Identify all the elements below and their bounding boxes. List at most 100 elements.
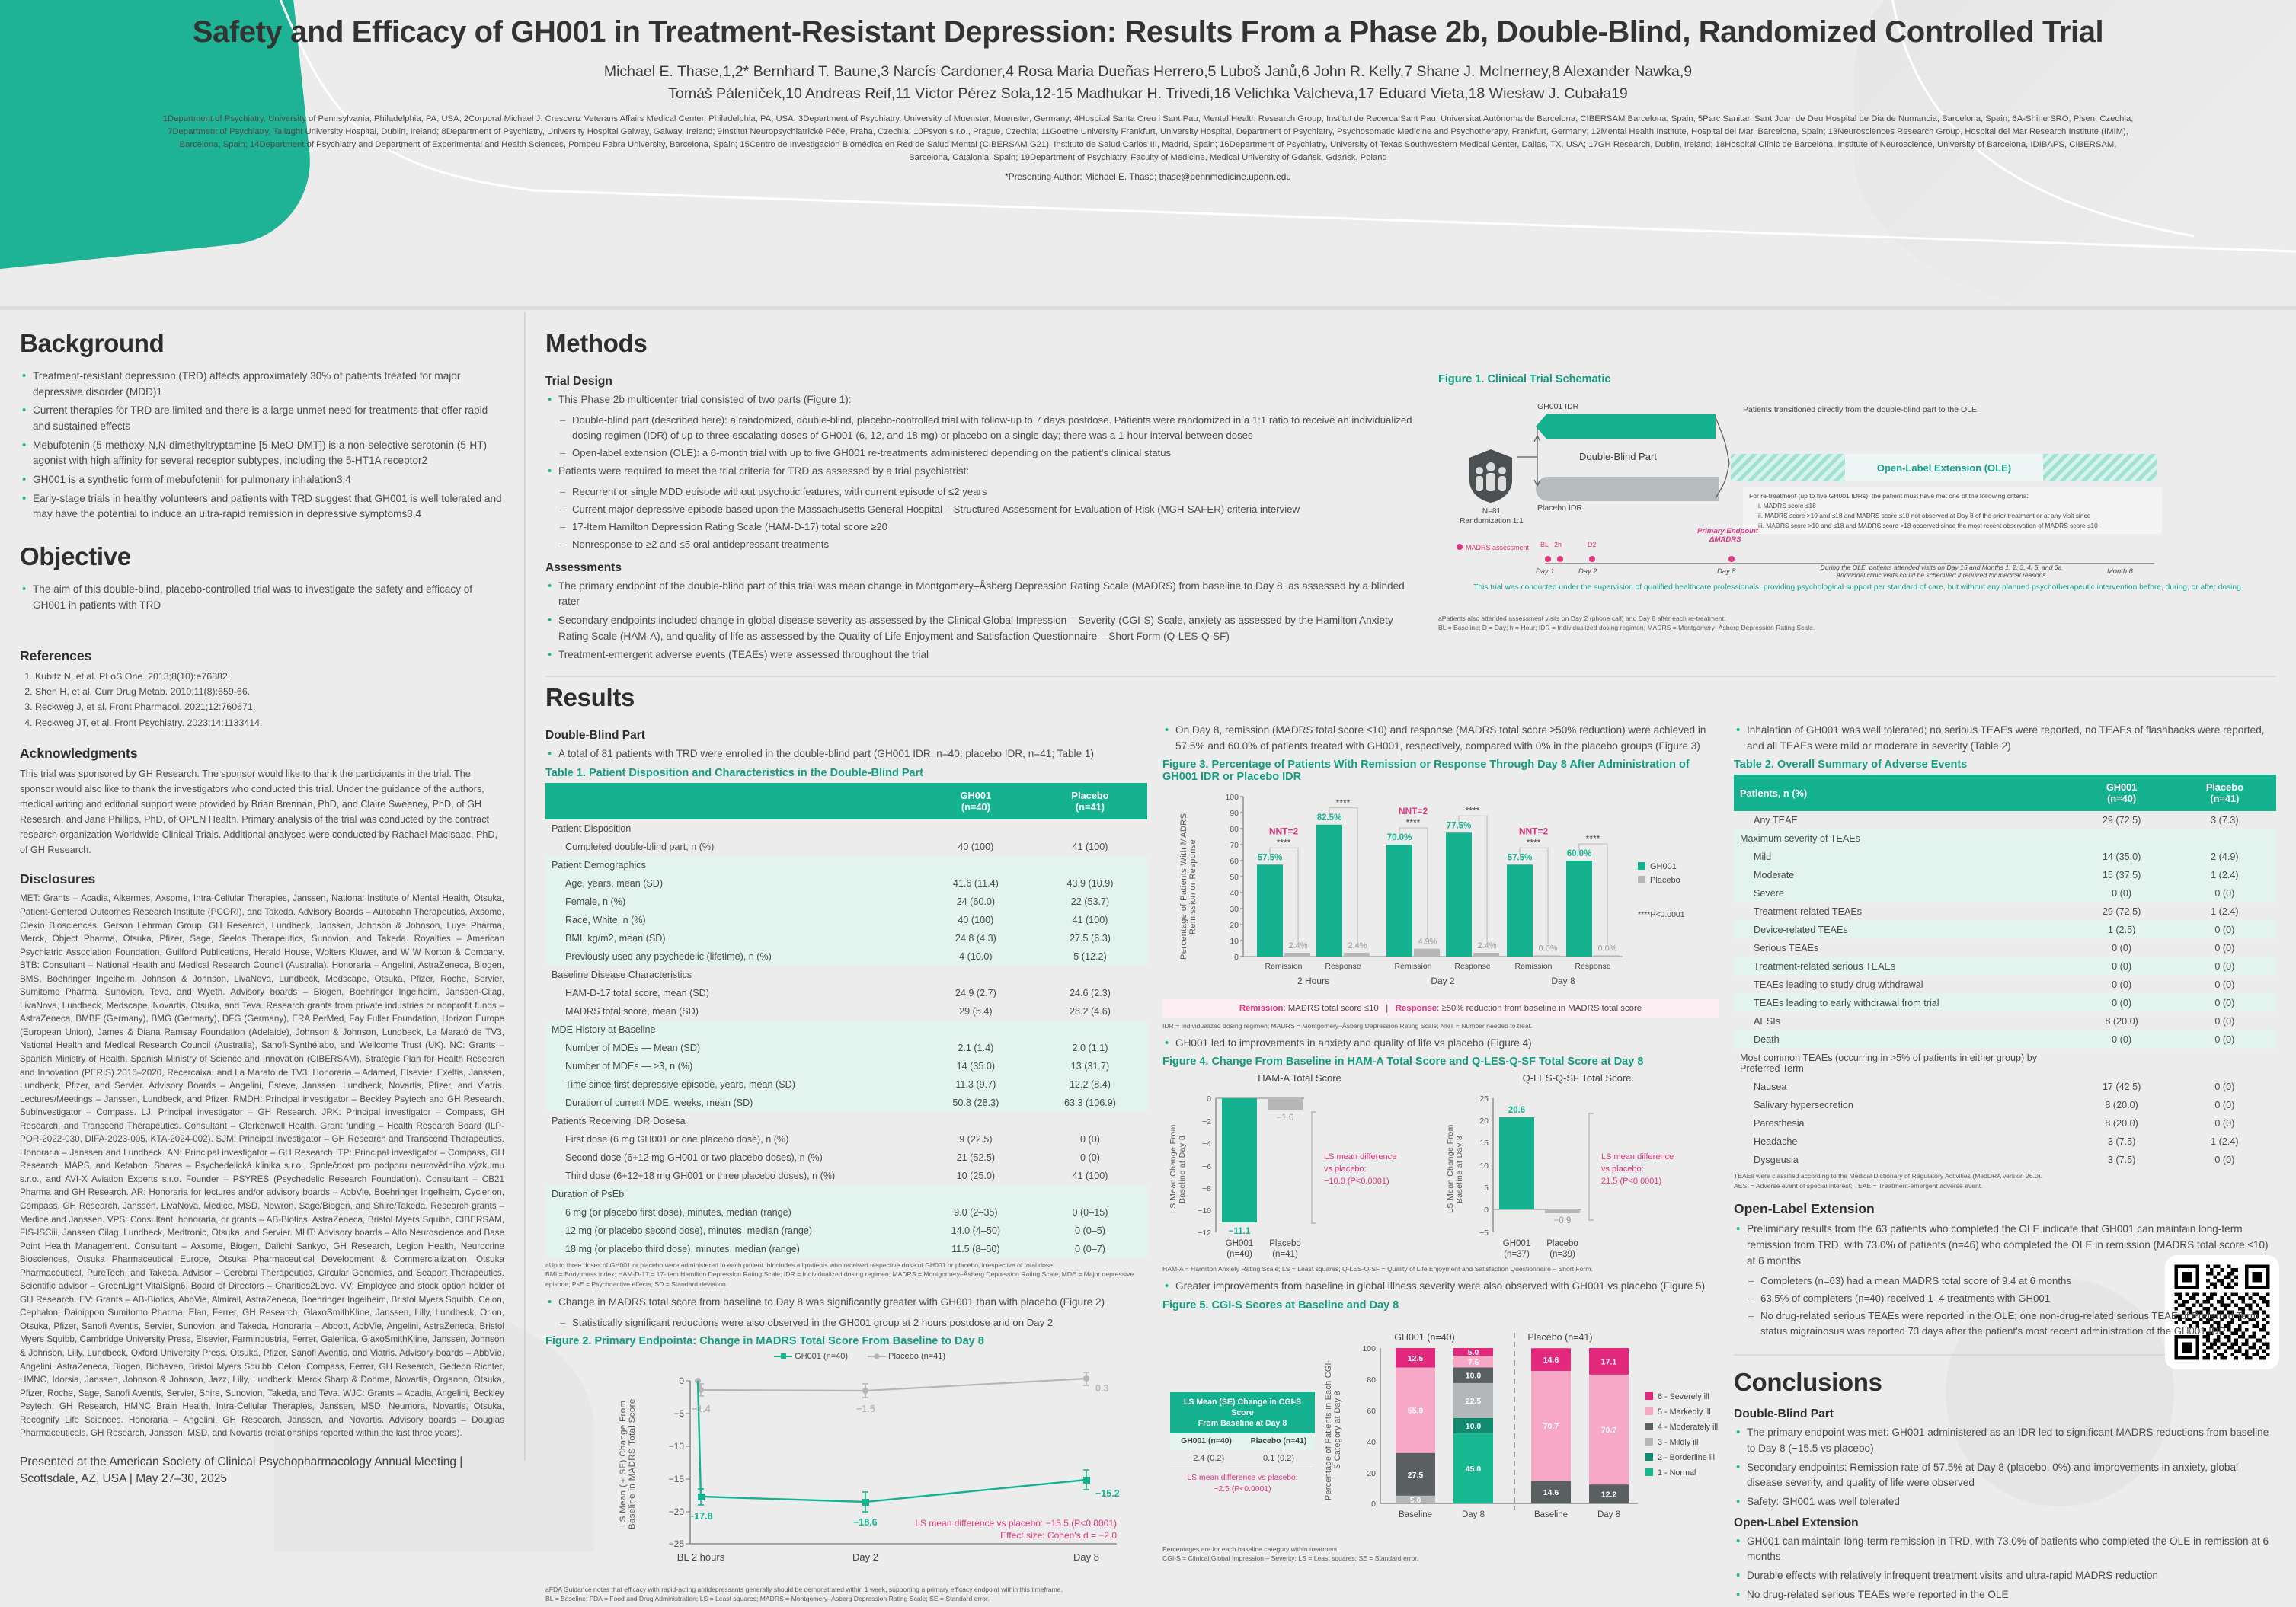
teae-bullet: Inhalation of GH001 was well tolerated; … — [1734, 722, 2276, 754]
ole-sub-bullet: Completers (n=63) had a mean MADRS total… — [1747, 1273, 2276, 1289]
figure-3-bar-placebo — [1344, 953, 1370, 957]
svg-text:GH001 (n=40): GH001 (n=40) — [1394, 1332, 1455, 1343]
table-2-title: Table 2. Overall Summary of Adverse Even… — [1734, 759, 1968, 772]
table-cell-placebo — [1032, 855, 1147, 874]
trial-design-bullet: Patients were required to meet the trial… — [545, 463, 1421, 480]
conclusion-ole-bullet: GH001 can maintain long-term remission i… — [1734, 1533, 2276, 1565]
table-cell-label: Patients Receiving IDR Dosesa — [552, 1115, 686, 1126]
svg-text:0: 0 — [1234, 953, 1239, 962]
figure-1-criterion: i. MADRS score ≤18 — [1758, 502, 1816, 510]
table-cell-label: Headache — [1754, 1136, 1798, 1148]
figure-1-retreat-intro: For re-treatment (up to five GH001 IDRs)… — [1749, 492, 2029, 500]
figure-1-arm-placebo: Placebo IDR — [1537, 503, 1582, 513]
table-cell-gh001: 29 (72.5) — [2102, 815, 2141, 826]
svg-text:14.6: 14.6 — [1543, 1356, 1559, 1365]
figure-2-legend-gh001-label: GH001 (n=40) — [795, 1351, 849, 1361]
table-cell-placebo: 1 (2.4) — [2211, 906, 2239, 918]
table-cell-placebo: 0 (0) — [1080, 1152, 1100, 1163]
affiliations: 1Department of Psychiatry, University of… — [162, 114, 2134, 163]
table-2-col-gh001-n: (n=40) — [2107, 793, 2137, 805]
page-title: Safety and Efficacy of GH001 in Treatmen… — [192, 15, 2104, 49]
figure-4-title: Figure 4. Change From Baseline in HAM-A … — [1162, 1056, 1644, 1069]
figure-5-legend-label: 5 - Markedly ill — [1658, 1407, 1711, 1417]
svg-text:2.4%: 2.4% — [1288, 941, 1307, 950]
table-cell-placebo: 0 (0) — [1080, 1133, 1100, 1145]
table-cell-label: Completed double-blind part, n (%) — [565, 841, 715, 852]
figure-5-side-table: LS Mean (SE) Change in CGI-S Score From … — [1170, 1391, 1315, 1496]
figure-3-bar-gh001 — [1316, 825, 1342, 957]
svg-text:20: 20 — [1367, 1469, 1376, 1478]
figure-1-footnote-a: aPatients also attended assessment visit… — [1438, 615, 1726, 622]
enrollment-bullet: A total of 81 patients with TRD were enr… — [545, 746, 1147, 762]
figure-2-plot: 0 −5 −10 −15 −20 −25 — [669, 1371, 1120, 1563]
figure-5-side-title-1: LS Mean (SE) Change in CGI-S Score — [1183, 1397, 1302, 1417]
svg-text:−8: −8 — [1202, 1184, 1211, 1193]
svg-text:−15.2: −15.2 — [1095, 1488, 1120, 1499]
svg-text:−5: −5 — [673, 1408, 684, 1419]
table-cell-label: TEAEs leading to early withdrawal from t… — [1734, 994, 2071, 1013]
svg-text:Response: Response — [1325, 962, 1361, 971]
figure-5-plot: 100 80 60 40 20 0 5.0 27.5 55.0 12.5 45.0 10.0 22.… — [1362, 1332, 1718, 1519]
conclusion-db-bullet: The primary endpoint was met: GH001 admi… — [1734, 1424, 2276, 1456]
table-cell-label: Race, White, n (%) — [545, 910, 919, 929]
svg-text:NNT=2: NNT=2 — [1269, 826, 1299, 837]
table-cell-placebo — [2173, 829, 2276, 848]
figure-1-madrs-assessment-label: MADRS assessment — [1466, 544, 1530, 551]
figure-3-bar-placebo — [1534, 955, 1560, 957]
legend-line-placebo-icon — [868, 1353, 887, 1359]
svg-text:−17.8: −17.8 — [689, 1511, 713, 1522]
figure-5-legend-swatch — [1645, 1407, 1653, 1415]
trial-design-list: This Phase 2b multicenter trial consiste… — [545, 391, 1421, 552]
table-cell-gh001: 11.3 (9.7) — [918, 1075, 1033, 1094]
figure-1-footnote-abbrev: BL = Baseline; D = Day; h = Hour; IDR = … — [1438, 624, 1815, 632]
table-cell-gh001: 0 (0) — [2070, 1030, 2173, 1050]
table-cell-placebo: 13 (31.7) — [1032, 1056, 1147, 1075]
reference-item: Reckweg JT, et al. Front Psychiatry. 202… — [35, 715, 504, 730]
table-row: Treatment-related TEAEs 29 (72.5) 1 (2.4) — [1734, 903, 2276, 921]
figure-1-retreat-criteria: i. MADRS score ≤18 ii. MADRS score >10 an… — [1758, 502, 2156, 529]
figure-1-axis-day2: Day 2 — [1578, 567, 1597, 575]
table-cell-gh001: 8 (20.0) — [2105, 1016, 2138, 1027]
table-1-footnote-abbrev: BMI = Body mass index; HAM-D-17 = 17-Ite… — [545, 1270, 1134, 1288]
figure-1-randomization: Randomization 1:1 — [1460, 517, 1524, 526]
table-cell-placebo: 24.6 (2.3) — [1070, 987, 1111, 998]
svg-text:30: 30 — [1230, 905, 1239, 914]
table-cell-placebo: 63.3 (106.9) — [1032, 1093, 1147, 1112]
figure-1-retreatment-box: For re-treatment (up to five GH001 IDRs)… — [1743, 487, 2162, 534]
table-row: Patients Receiving IDR Dosesa — [545, 1112, 1147, 1130]
table-cell-placebo: 2.0 (1.1) — [1032, 1038, 1147, 1057]
figure-2-chart: GH001 (n=40) Placebo (n=41) LS Mean (±SE… — [545, 1352, 1147, 1580]
results-column-b: On Day 8, remission (MADRS total score ≤… — [1162, 722, 1719, 1607]
figure-1-primary-endpoint-label: Primary Endpoint — [1697, 527, 1758, 535]
figure-2-ylabel: LS Mean (±SE) Change From Baseline in MA… — [619, 1391, 637, 1536]
background-bullet: Current therapies for TRD are limited an… — [20, 402, 504, 434]
figure-5-title: Figure 5. CGI-S Scores at Baseline and D… — [1162, 1299, 1399, 1311]
table-cell-placebo: 0 (0) — [2214, 1100, 2235, 1111]
svg-text:14.6: 14.6 — [1543, 1488, 1559, 1497]
svg-text:Placebo: Placebo — [1650, 876, 1680, 885]
presenting-author-email[interactable]: thase@pennmedicine.upenn.edu — [1159, 171, 1291, 183]
ole-sub-bullet: 63.5% of completers (n=40) received 1–4 … — [1747, 1291, 2276, 1306]
svg-text:10.0: 10.0 — [1466, 1371, 1482, 1380]
table-cell-placebo: 0 (0) — [2214, 979, 2235, 991]
presenting-author-label: *Presenting Author: Michael E. Thase; — [1005, 171, 1157, 183]
table-cell-gh001: 24 (60.0) — [918, 892, 1033, 911]
table-cell-placebo — [1033, 819, 1147, 838]
ole-list: Preliminary results from the 63 patients… — [1734, 1221, 2276, 1269]
table-cell-gh001: 29 (72.5) — [2102, 906, 2141, 918]
table-cell-label: BMI, kg/m2, mean (SD) — [545, 928, 919, 947]
table-row: Patient Demographics — [545, 855, 1147, 874]
figure-1-transition-note: Patients transitioned directly from the … — [1743, 405, 1978, 414]
svg-text:22.5: 22.5 — [1466, 1396, 1482, 1405]
table-cell-gh001 — [919, 1112, 1033, 1130]
figure-3-definitions: Remission: MADRS total score ≤10 | Respo… — [1162, 999, 1719, 1018]
results-column-c: Inhalation of GH001 was well tolerated; … — [1734, 722, 2276, 1607]
figure-5-legend-swatch — [1645, 1452, 1653, 1461]
figure-5-footnote: Percentages are for each baseline catego… — [1162, 1545, 1339, 1553]
left-column: Background Treatment-resistant depressio… — [0, 312, 2279, 1485]
background-bullet: Mebufotenin (5-methoxy-N,N-dimethyltrypt… — [20, 437, 504, 469]
table-cell-placebo: 0 (0) — [2214, 1118, 2235, 1129]
table-row: Time since first depressive episode, yea… — [545, 1075, 1147, 1094]
figure-5-footnote-abbrev: CGI-S = Clinical Global Impression – Sev… — [1162, 1554, 1419, 1563]
table-row: Number of MDEs — Mean (SD) 2.1 (1.4) 2.0 (… — [545, 1038, 1147, 1057]
